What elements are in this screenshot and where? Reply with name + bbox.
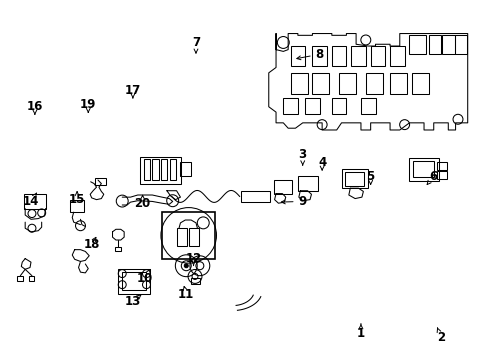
Text: 11: 11 (178, 288, 194, 301)
Bar (408, 158, 438, 181)
Bar (411, 73, 428, 94)
Text: 1: 1 (356, 327, 364, 340)
Bar (188, 228, 199, 246)
Text: 12: 12 (185, 252, 201, 265)
Text: 5: 5 (366, 170, 374, 183)
Bar (240, 191, 269, 202)
Text: 14: 14 (23, 195, 39, 208)
Bar (290, 73, 307, 94)
Bar (365, 73, 382, 94)
Text: 19: 19 (80, 99, 96, 112)
Text: 3: 3 (298, 148, 306, 162)
Bar (389, 73, 406, 94)
Text: 13: 13 (124, 295, 141, 308)
Bar (442, 35, 454, 54)
Bar (28, 276, 34, 281)
Bar (345, 172, 363, 186)
Bar (24, 194, 45, 208)
Bar (389, 46, 404, 66)
Bar (95, 178, 105, 185)
Bar (408, 35, 426, 54)
Bar (312, 46, 326, 66)
Text: 8: 8 (315, 48, 323, 61)
Bar (18, 276, 23, 281)
Text: 20: 20 (134, 197, 150, 210)
Bar (140, 157, 181, 184)
Text: 15: 15 (69, 193, 85, 206)
Bar (436, 171, 447, 179)
Bar (169, 158, 176, 180)
Bar (191, 278, 200, 284)
Bar (338, 73, 355, 94)
Bar (162, 212, 215, 258)
Text: 17: 17 (124, 84, 141, 97)
Bar (180, 162, 191, 176)
Text: 4: 4 (317, 156, 325, 168)
Bar (115, 247, 121, 251)
Bar (70, 200, 84, 212)
Bar (454, 35, 466, 54)
Text: 9: 9 (298, 195, 306, 208)
Bar (283, 98, 297, 114)
Bar (161, 158, 167, 180)
Bar (290, 46, 305, 66)
Bar (331, 98, 346, 114)
Text: 18: 18 (83, 238, 100, 251)
Text: 7: 7 (191, 36, 200, 49)
Bar (305, 98, 319, 114)
Text: 2: 2 (436, 331, 444, 344)
Bar (436, 162, 447, 170)
Text: 6: 6 (429, 170, 437, 183)
Bar (152, 158, 158, 180)
Text: 10: 10 (137, 272, 153, 285)
Bar (118, 269, 150, 294)
Bar (341, 168, 367, 188)
Bar (428, 35, 440, 54)
Bar (360, 98, 375, 114)
Text: 16: 16 (27, 100, 43, 113)
Ellipse shape (184, 264, 188, 268)
Bar (273, 180, 291, 194)
Bar (350, 46, 365, 66)
Bar (122, 272, 146, 290)
Bar (370, 46, 385, 66)
Bar (143, 158, 150, 180)
Bar (312, 73, 329, 94)
Bar (297, 176, 318, 191)
Bar (331, 46, 346, 66)
Bar (412, 161, 433, 177)
Bar (176, 228, 187, 246)
